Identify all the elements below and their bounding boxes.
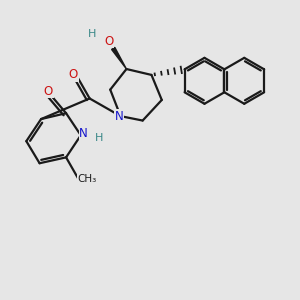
Text: H: H [88, 29, 96, 39]
Text: N: N [80, 127, 88, 140]
Polygon shape [112, 47, 126, 69]
Text: CH₃: CH₃ [77, 174, 96, 184]
Text: H: H [95, 133, 103, 143]
Text: O: O [104, 34, 113, 48]
Text: O: O [44, 85, 53, 98]
Text: N: N [115, 110, 124, 123]
Text: O: O [69, 68, 78, 81]
